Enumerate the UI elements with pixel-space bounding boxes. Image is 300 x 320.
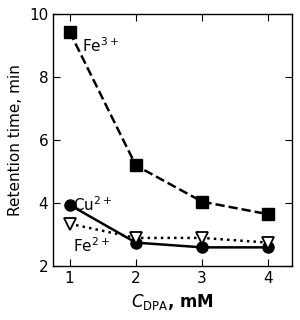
Text: Fe$^{2+}$: Fe$^{2+}$ [73, 236, 110, 255]
Text: Cu$^{2+}$: Cu$^{2+}$ [73, 196, 112, 214]
Y-axis label: Retention time, min: Retention time, min [8, 64, 23, 216]
X-axis label: $\it{C}$$_\mathrm{DPA}$, mM: $\it{C}$$_\mathrm{DPA}$, mM [131, 292, 214, 312]
Text: Fe$^{3+}$: Fe$^{3+}$ [82, 36, 118, 55]
